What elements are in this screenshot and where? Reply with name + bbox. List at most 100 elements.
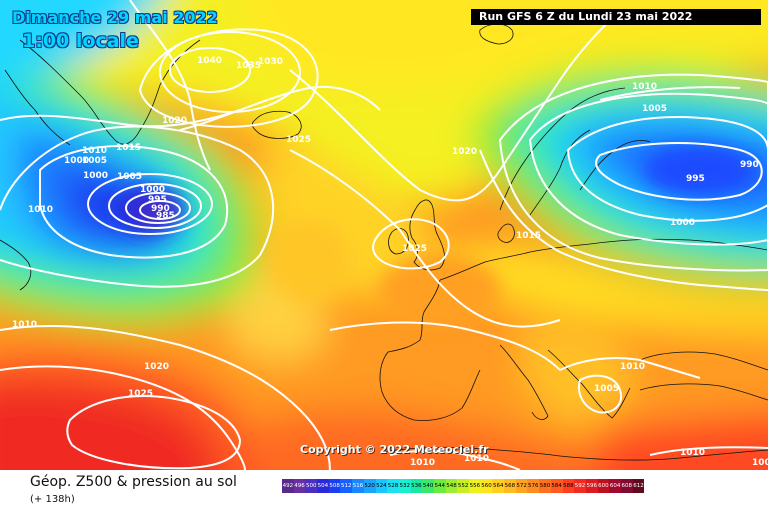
- legend-swatch-556: 556: [469, 479, 481, 493]
- copyright-notice: Copyright © 2022 Meteociel.fr: [300, 443, 489, 456]
- great-britain-coast: [409, 199, 445, 271]
- greenland-coast-w: [4, 69, 71, 146]
- isobar-ring-1010: [0, 125, 275, 288]
- coastlines: [0, 23, 768, 461]
- legend-swatch-580: 580: [539, 479, 551, 493]
- weather-map: 1040 1035 1030 1020 1025 1015 1010 1005 …: [0, 0, 768, 470]
- isobar-label-1020-center: 1020: [452, 147, 477, 157]
- legend-swatch-536: 536: [410, 479, 423, 493]
- isobar-ring-990: [125, 192, 191, 224]
- legend-swatch-524: 524: [375, 479, 388, 493]
- isobar-label-1010-sw: 1010: [12, 320, 37, 330]
- denmark-coast: [497, 223, 515, 243]
- isobar-label-1025-sw: 1025: [128, 389, 153, 399]
- isobar-1015-line: [0, 109, 241, 128]
- isobar-ring-1005: [39, 145, 229, 259]
- legend-swatch-504: 504: [317, 479, 329, 493]
- forecast-date: Dimanche 29 mai 2022: [12, 8, 218, 27]
- isobar-1020-south: [289, 149, 561, 328]
- isobar-1025-line: [179, 86, 381, 131]
- z500-low-cores: [116, 146, 755, 325]
- sweden-coast: [529, 129, 591, 216]
- legend-swatch-564: 564: [492, 479, 505, 493]
- isobar-label-985-low: 985: [156, 211, 175, 221]
- isobar-label-1035: 1035: [236, 61, 261, 71]
- isobar-label-1010-west-b: 1010: [28, 205, 53, 215]
- isobar-label-990-russia: 990: [740, 160, 759, 170]
- europe-north-coast: [439, 238, 768, 281]
- isobar-1020-sw: [0, 365, 246, 470]
- legend-swatch-576: 576: [527, 479, 540, 493]
- legend-swatch-552: 552: [457, 479, 469, 493]
- color-scale-legend: 492 496 500 504 508 512 516 520 524 528 532 536 540 5…: [282, 479, 645, 493]
- legend-swatch-548: 548: [445, 479, 458, 493]
- north-africa-coast: [379, 446, 768, 461]
- map-footer: Géop. Z500 & pression au sol (+ 138h) 49…: [0, 470, 768, 512]
- legend-swatch-596: 596: [585, 479, 598, 493]
- forecast-local-time: 1:00 locale: [22, 30, 139, 52]
- legend-swatch-600: 600: [597, 479, 610, 493]
- ireland-coast: [388, 228, 409, 255]
- isobar-label-1005-east: 1005: [752, 458, 768, 468]
- isobar-ring-1000: [87, 173, 213, 235]
- legend-swatch-512: 512: [340, 479, 353, 493]
- italy-coast: [499, 344, 549, 420]
- iceland-coast: [251, 110, 302, 139]
- isobar-label-1000-low: 1000: [140, 185, 165, 195]
- isobar-label-1000-west-b: 1000: [83, 171, 108, 181]
- isobar-label-1025-atlantic: 1025: [286, 135, 311, 145]
- isobar-1015-scand: [479, 149, 768, 291]
- isobar-label-1015-north-sea: 1015: [516, 231, 541, 241]
- isobar-ring-1005-greece: [578, 374, 623, 414]
- balkans-coast: [547, 349, 631, 419]
- legend-swatch-592: 592: [574, 479, 586, 493]
- isobar-ring-1025-sw: [66, 395, 242, 470]
- legend-swatch-532: 532: [398, 479, 411, 493]
- isobar-label-1005-low: 1005: [117, 172, 142, 182]
- isobar-labels: 1040 1035 1030 1020 1025 1015 1010 1005 …: [12, 56, 768, 468]
- isobar-label-990-low: 990: [151, 204, 170, 214]
- legend-swatch-608: 608: [620, 479, 633, 493]
- isobar-label-1005-greece: 1005: [594, 384, 619, 394]
- legend-swatch-528: 528: [387, 479, 399, 493]
- isobar-label-1000-russia: 1000: [670, 218, 695, 228]
- model-run-info: Run GFS 6 Z du Lundi 23 mai 2022: [471, 9, 761, 25]
- isobar-label-1015-west: 1015: [116, 143, 141, 153]
- iberia-coast: [379, 279, 481, 421]
- isobar-label-1025-uk: 1025: [402, 244, 427, 254]
- legend-swatch-520: 520: [363, 479, 376, 493]
- isobar-1010-africa: [389, 449, 521, 470]
- turkey-coast: [639, 383, 768, 401]
- legend-swatch-584: 584: [550, 479, 563, 493]
- legend-swatch-560: 560: [480, 479, 493, 493]
- isobar-label-1010-africa-a: 1010: [410, 458, 435, 468]
- isobar-1020-line-nw: [129, 0, 211, 171]
- isobar-ring-1000-scand: [566, 116, 768, 222]
- isobar-1010-balkans-line: [559, 357, 701, 379]
- legend-swatch-588: 588: [562, 479, 575, 493]
- legend-swatch-500: 500: [305, 479, 318, 493]
- legend-swatch-612: 612: [632, 479, 645, 493]
- isobar-ring-1035: [159, 31, 301, 113]
- legend-swatch-496: 496: [293, 479, 306, 493]
- isobar-label-1010-west-a: 1010: [82, 146, 107, 156]
- legend-swatch-540: 540: [422, 479, 434, 493]
- map-title: Géop. Z500 & pression au sol: [30, 474, 237, 490]
- isobar-label-1040: 1040: [197, 56, 222, 66]
- forecast-lead-time: (+ 138h): [30, 494, 75, 505]
- z500-color-field: [0, 0, 768, 470]
- geopotential-map: 1040 1035 1030 1020 1025 1015 1010 1005 …: [0, 0, 768, 470]
- isobar-label-995-russia: 995: [686, 174, 705, 184]
- isobar-1015-mid: [329, 321, 561, 371]
- isobar-label-1010-balkans: 1010: [620, 362, 645, 372]
- isobar-ring-1040: [169, 47, 251, 93]
- legend-swatch-544: 544: [433, 479, 446, 493]
- isobar-label-1010-scandinavia: 1010: [632, 82, 657, 92]
- isobar-1020-center: [289, 9, 621, 202]
- isobar-1015-sw: [0, 324, 331, 470]
- isobar-label-1005-scandinavia: 1005: [642, 104, 667, 114]
- isobar-label-1010-africa-b: 1010: [464, 454, 489, 464]
- isobar-label-1005-west-a: 1005: [82, 156, 107, 166]
- isobar-label-1000-west-a: 1000: [64, 156, 89, 166]
- isobar-label-1010-east: 1010: [680, 448, 705, 458]
